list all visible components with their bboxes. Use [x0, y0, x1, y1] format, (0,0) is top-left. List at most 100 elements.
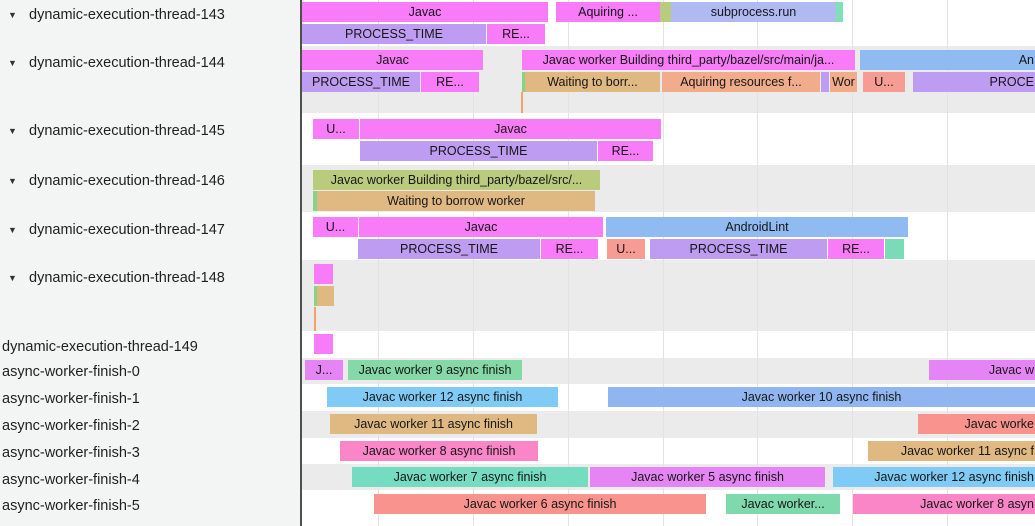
slice[interactable]: U... [313, 119, 359, 139]
sidebar-item-dynamic-execution-thread-145[interactable]: ▼ dynamic-execution-thread-145 [0, 122, 300, 139]
slice[interactable]: RE... [828, 239, 884, 259]
track-name-label: async-worker-finish-2 [2, 417, 140, 434]
slice[interactable]: Javac worker 11 async finish [330, 414, 537, 434]
collapse-arrow-icon[interactable]: ▼ [8, 272, 17, 283]
track-name-label: dynamic-execution-thread-143 [29, 6, 225, 23]
gridline [378, 0, 379, 526]
slice[interactable]: An [860, 50, 1035, 70]
sidebar-item-dynamic-execution-thread-144[interactable]: ▼ dynamic-execution-thread-144 [0, 54, 300, 71]
track-name-label: async-worker-finish-4 [2, 471, 140, 488]
timeline-canvas: Javac Aquiring ... subprocess.run PROCESS_T… [302, 0, 1035, 526]
instant-event-tick[interactable] [314, 307, 316, 331]
slice[interactable]: Javac worker 11 async f [868, 441, 1035, 461]
track-dynamic-execution-thread-149 [302, 331, 1035, 358]
track-name-label: async-worker-finish-1 [2, 390, 140, 407]
slice[interactable]: Javac worker 10 async finish [608, 387, 1035, 407]
gridline [757, 0, 758, 526]
slice[interactable]: Waiting to borrow worker [317, 191, 595, 211]
collapse-arrow-icon[interactable]: ▼ [8, 175, 17, 186]
track-name-label: async-worker-finish-0 [2, 363, 140, 380]
sidebar-item-async-worker-finish-5[interactable]: async-worker-finish-5 [0, 497, 300, 514]
sidebar-item-dynamic-execution-thread-149[interactable]: dynamic-execution-thread-149 [0, 338, 300, 355]
collapse-arrow-icon[interactable]: ▼ [8, 57, 17, 68]
gridline [568, 0, 569, 526]
track-dynamic-execution-thread-148 [302, 260, 1035, 331]
track-name-label: async-worker-finish-5 [2, 497, 140, 514]
slice[interactable]: Javac worker 8 async finish [340, 441, 538, 461]
collapse-arrow-icon[interactable]: ▼ [8, 125, 17, 136]
sidebar-item-async-worker-finish-4[interactable]: async-worker-finish-4 [0, 471, 300, 488]
slice[interactable]: Javac worker... [726, 494, 840, 514]
slice[interactable]: Aquiring resources f... [662, 72, 820, 92]
gridline [473, 0, 474, 526]
slice[interactable]: J... [305, 360, 343, 380]
slice[interactable] [836, 2, 843, 22]
slice[interactable]: Waiting to borr... [525, 72, 660, 92]
sidebar-item-async-worker-finish-3[interactable]: async-worker-finish-3 [0, 444, 300, 461]
slice[interactable]: Javac worker 7 async finish [352, 467, 588, 487]
sidebar-item-dynamic-execution-thread-148[interactable]: ▼ dynamic-execution-thread-148 [0, 269, 300, 286]
track-name-label: dynamic-execution-thread-147 [29, 221, 225, 238]
gridline [663, 0, 664, 526]
slice[interactable]: Javac [359, 217, 603, 237]
slice[interactable]: PROCESS_TIME [650, 239, 827, 259]
slice[interactable]: PROCESS_TIME [302, 72, 420, 92]
slice[interactable]: U... [607, 239, 645, 259]
slice[interactable]: Javac worker 5 async finish [590, 467, 825, 487]
gridline [852, 0, 853, 526]
track-name-label: dynamic-execution-thread-146 [29, 172, 225, 189]
slice[interactable] [660, 2, 671, 22]
slice[interactable]: Wor [830, 72, 857, 92]
slice[interactable]: U... [313, 217, 358, 237]
slice[interactable]: Javac worker 12 async finish [327, 387, 558, 407]
slice[interactable] [522, 72, 525, 92]
slice[interactable]: Aquiring ... [556, 2, 660, 22]
sidebar-item-async-worker-finish-1[interactable]: async-worker-finish-1 [0, 390, 300, 407]
sidebar-item-dynamic-execution-thread-143[interactable]: ▼ dynamic-execution-thread-143 [0, 6, 300, 23]
slice[interactable]: U... [863, 72, 905, 92]
slice[interactable]: PROCESS_TIME [358, 239, 540, 259]
track-name-label: async-worker-finish-3 [2, 444, 140, 461]
slice[interactable]: Javac worker Building third_party/bazel/… [522, 50, 855, 70]
sidebar-item-async-worker-finish-2[interactable]: async-worker-finish-2 [0, 417, 300, 434]
slice[interactable] [317, 286, 334, 306]
slice[interactable]: RE... [421, 72, 479, 92]
gridline [947, 0, 948, 526]
slice[interactable] [314, 286, 317, 306]
collapse-arrow-icon[interactable]: ▼ [8, 224, 17, 235]
slice[interactable]: Javac w [929, 360, 1035, 380]
collapse-arrow-icon[interactable]: ▼ [8, 9, 17, 20]
slice[interactable]: Javac [360, 119, 661, 139]
slice[interactable] [821, 72, 829, 92]
slice[interactable] [885, 239, 904, 259]
slice[interactable]: RE... [487, 24, 545, 44]
slice[interactable]: PROCE [913, 72, 1035, 92]
slice[interactable] [314, 264, 333, 284]
slice[interactable]: Javac [302, 2, 548, 22]
slice[interactable]: Javac worker 8 asyn [853, 494, 1035, 514]
sidebar-item-dynamic-execution-thread-146[interactable]: ▼ dynamic-execution-thread-146 [0, 172, 300, 189]
sidebar-item-async-worker-finish-0[interactable]: async-worker-finish-0 [0, 363, 300, 380]
slice[interactable]: PROCESS_TIME [302, 24, 486, 44]
instant-event-tick[interactable] [521, 92, 523, 113]
slice[interactable]: AndroidLint [606, 217, 908, 237]
slice[interactable]: Javac worker 6 async finish [374, 494, 706, 514]
slice[interactable]: RE... [598, 141, 653, 161]
slice[interactable] [314, 334, 333, 354]
track-name-label: dynamic-execution-thread-148 [29, 269, 225, 286]
slice[interactable]: Javac worker 9 async finish [348, 360, 522, 380]
slice[interactable]: Javac worker 12 async finish [833, 467, 1035, 487]
slice[interactable]: Javac worker Building third_party/bazel/… [313, 170, 600, 190]
slice[interactable]: Javac [302, 50, 483, 70]
slice[interactable]: Javac worke [918, 414, 1035, 434]
track-name-label: dynamic-execution-thread-149 [2, 338, 198, 355]
slice[interactable] [313, 191, 317, 211]
slice[interactable]: PROCESS_TIME [360, 141, 597, 161]
sidebar-item-dynamic-execution-thread-147[interactable]: ▼ dynamic-execution-thread-147 [0, 221, 300, 238]
slice[interactable]: RE... [541, 239, 598, 259]
slice[interactable]: subprocess.run [671, 2, 836, 22]
track-name-label: dynamic-execution-thread-144 [29, 54, 225, 71]
track-name-label: dynamic-execution-thread-145 [29, 122, 225, 139]
track-name-panel: ▼ dynamic-execution-thread-143 ▼ dynamic-ex… [0, 0, 302, 526]
